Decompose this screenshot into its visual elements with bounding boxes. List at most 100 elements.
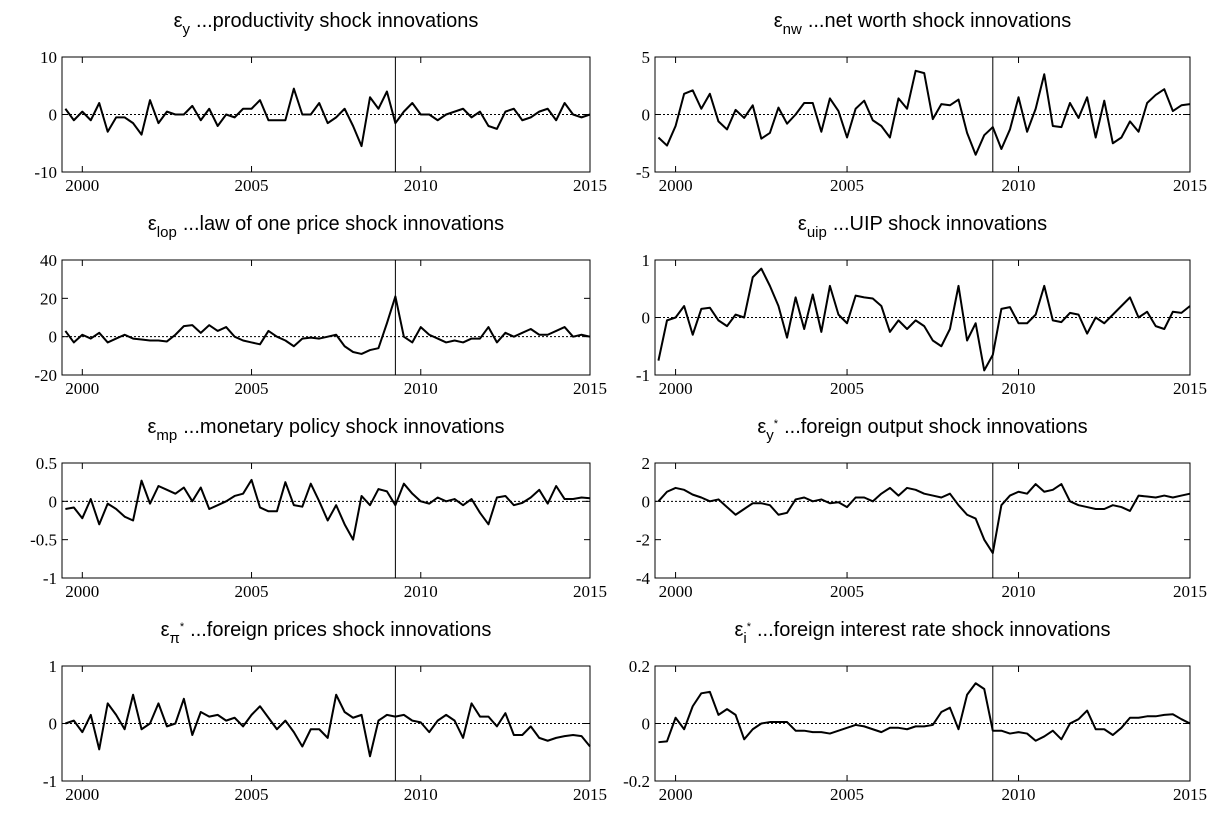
series-line bbox=[65, 693, 591, 758]
axes-box bbox=[61, 56, 591, 173]
axes-box bbox=[61, 462, 591, 579]
y-tick-label: 2 bbox=[642, 454, 651, 473]
x-tick-label: 2000 bbox=[659, 379, 693, 398]
title-subscript: nw bbox=[783, 21, 802, 38]
x-tick-label: 2015 bbox=[1173, 582, 1207, 601]
series-line bbox=[658, 682, 1191, 744]
title-text: ...foreign prices shock innovations bbox=[190, 619, 491, 641]
title-subscript: mp bbox=[156, 427, 177, 444]
panel: εy* ...foreign output shock innovations -4… bbox=[636, 416, 1207, 601]
title-text: ...UIP shock innovations bbox=[833, 213, 1047, 235]
title-text: ...foreign output shock innovations bbox=[784, 416, 1088, 438]
title-subscript: lop bbox=[157, 224, 177, 241]
x-tick-label: 2005 bbox=[830, 379, 864, 398]
panel-title: εlop ...law of one price shock innovation… bbox=[148, 213, 504, 241]
x-tick-label: 2005 bbox=[235, 785, 269, 804]
series-line bbox=[657, 267, 1191, 372]
title-subscript: i bbox=[743, 630, 746, 647]
title-subscript: π bbox=[170, 630, 180, 647]
series-line bbox=[65, 478, 591, 541]
x-tick-label: 2000 bbox=[659, 582, 693, 601]
title-symbol: ε bbox=[734, 619, 743, 641]
panel-title: εi* ...foreign interest rate shock innova… bbox=[734, 619, 1110, 647]
x-tick-label: 2010 bbox=[1002, 379, 1036, 398]
y-tick-label: 0 bbox=[49, 328, 58, 347]
title-superscript: * bbox=[774, 418, 779, 430]
y-tick-label: 40 bbox=[40, 251, 57, 270]
y-tick-label: -1 bbox=[43, 772, 57, 791]
y-tick-label: 0 bbox=[642, 492, 651, 511]
title-text: ...productivity shock innovations bbox=[196, 10, 478, 32]
panel-title: εmp ...monetary policy shock innovations bbox=[147, 416, 504, 444]
axes-box bbox=[654, 462, 1191, 579]
y-tick-label: 0 bbox=[642, 309, 651, 328]
panel: εy ...productivity shock innovations -10 0 1… bbox=[34, 10, 607, 195]
x-tick-label: 2000 bbox=[659, 785, 693, 804]
panel-title: εnw ...net worth shock innovations bbox=[774, 10, 1072, 38]
axes-box bbox=[654, 56, 1191, 173]
x-tick-label: 2000 bbox=[65, 785, 99, 804]
x-tick-label: 2010 bbox=[1002, 176, 1036, 195]
panel: εi* ...foreign interest rate shock innova… bbox=[623, 619, 1207, 804]
panel-title: εy ...productivity shock innovations bbox=[174, 10, 479, 38]
x-tick-label: 2010 bbox=[1002, 582, 1036, 601]
title-symbol: ε bbox=[161, 619, 170, 641]
y-tick-label: -0.2 bbox=[623, 772, 650, 791]
series-line bbox=[64, 295, 591, 355]
x-tick-label: 2015 bbox=[1173, 785, 1207, 804]
title-text: ...foreign interest rate shock innovatio… bbox=[757, 619, 1111, 641]
title-superscript: * bbox=[747, 621, 752, 633]
x-tick-label: 2015 bbox=[573, 379, 607, 398]
y-tick-label: 0.5 bbox=[36, 454, 57, 473]
axes-box bbox=[61, 665, 591, 782]
series-line bbox=[64, 87, 591, 148]
title-superscript: * bbox=[180, 621, 185, 633]
x-tick-label: 2000 bbox=[65, 582, 99, 601]
y-tick-label: 5 bbox=[642, 48, 651, 67]
x-tick-label: 2005 bbox=[235, 582, 269, 601]
x-tick-label: 2010 bbox=[404, 582, 438, 601]
x-tick-label: 2005 bbox=[235, 176, 269, 195]
panel-title: εy* ...foreign output shock innovations bbox=[757, 416, 1087, 444]
y-tick-label: -2 bbox=[636, 531, 650, 550]
panel: εmp ...monetary policy shock innovations -… bbox=[30, 416, 607, 601]
y-tick-label: 0 bbox=[642, 106, 651, 125]
x-tick-label: 2005 bbox=[830, 582, 864, 601]
x-tick-label: 2015 bbox=[1173, 379, 1207, 398]
title-text: ...net worth shock innovations bbox=[808, 10, 1071, 32]
panel: επ* ...foreign prices shock innovations -1… bbox=[43, 619, 607, 804]
x-tick-label: 2010 bbox=[404, 785, 438, 804]
title-subscript: uip bbox=[807, 224, 827, 241]
y-tick-label: -4 bbox=[636, 569, 651, 588]
y-tick-label: -0.5 bbox=[30, 531, 57, 550]
y-tick-label: -10 bbox=[34, 163, 57, 182]
title-symbol: ε bbox=[798, 213, 807, 235]
x-tick-label: 2000 bbox=[65, 176, 99, 195]
title-symbol: ε bbox=[757, 416, 766, 438]
y-tick-label: -1 bbox=[636, 366, 650, 385]
panel-title: εuip ...UIP shock innovations bbox=[798, 213, 1047, 241]
y-tick-label: -1 bbox=[43, 569, 57, 588]
axes-box bbox=[61, 259, 591, 376]
title-symbol: ε bbox=[148, 213, 157, 235]
axes-box bbox=[654, 665, 1191, 782]
x-tick-label: 2005 bbox=[830, 785, 864, 804]
x-tick-label: 2000 bbox=[65, 379, 99, 398]
title-subscript: y bbox=[183, 21, 191, 38]
x-tick-label: 2015 bbox=[573, 582, 607, 601]
y-tick-label: 10 bbox=[40, 48, 57, 67]
title-symbol: ε bbox=[174, 10, 183, 32]
x-tick-label: 2010 bbox=[404, 379, 438, 398]
y-tick-label: 20 bbox=[40, 289, 57, 308]
x-tick-label: 2005 bbox=[830, 176, 864, 195]
axes-box bbox=[654, 259, 1191, 376]
y-tick-label: 0 bbox=[49, 715, 58, 734]
panel: εuip ...UIP shock innovations -1 0 1 2000 2005… bbox=[636, 213, 1207, 398]
x-tick-label: 2010 bbox=[1002, 785, 1036, 804]
y-tick-label: -20 bbox=[34, 366, 57, 385]
title-text: ...law of one price shock innovations bbox=[183, 213, 504, 235]
x-tick-label: 2015 bbox=[1173, 176, 1207, 195]
x-tick-label: 2010 bbox=[404, 176, 438, 195]
